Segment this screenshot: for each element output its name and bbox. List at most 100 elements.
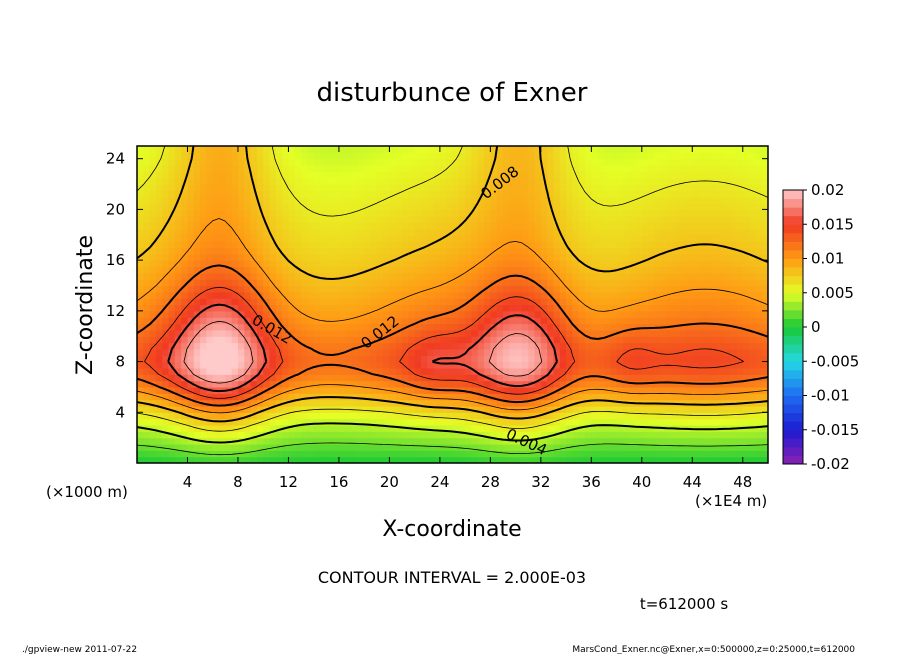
heatmap-cell xyxy=(698,367,706,375)
heatmap-cell xyxy=(458,165,466,172)
heatmap-cell xyxy=(547,190,555,198)
heatmap-cell xyxy=(717,456,725,463)
heatmap-cell xyxy=(181,171,189,179)
heatmap-cell xyxy=(225,152,233,160)
heatmap-cell xyxy=(294,184,302,191)
heatmap-cell xyxy=(452,177,460,185)
heatmap-cell xyxy=(231,146,239,153)
heatmap-cell xyxy=(566,450,573,458)
heatmap-cell xyxy=(660,336,668,344)
heatmap-cell xyxy=(143,317,151,325)
heatmap-cell xyxy=(698,260,706,268)
heatmap-cell xyxy=(502,336,510,344)
heatmap-cell xyxy=(446,317,454,325)
heatmap-cell xyxy=(648,437,656,445)
heatmap-cell xyxy=(629,443,637,451)
heatmap-cell xyxy=(364,399,372,407)
heatmap-cell xyxy=(357,171,365,179)
heatmap-cell xyxy=(534,285,542,293)
heatmap-cell xyxy=(326,424,334,432)
heatmap-cell xyxy=(534,424,542,432)
heatmap-cell xyxy=(610,348,618,356)
heatmap-cell xyxy=(275,431,283,439)
heatmap-cell xyxy=(566,158,573,166)
heatmap-cell xyxy=(269,399,277,407)
heatmap-cell xyxy=(351,171,359,179)
heatmap-cell xyxy=(660,215,668,223)
heatmap-cell xyxy=(641,152,649,160)
heatmap-cell xyxy=(452,310,460,318)
heatmap-cell xyxy=(616,310,624,318)
heatmap-cell xyxy=(174,374,182,382)
heatmap-cell xyxy=(685,285,693,293)
heatmap-cell xyxy=(572,234,580,242)
heatmap-cell xyxy=(711,247,719,255)
heatmap-cell xyxy=(704,329,712,337)
heatmap-cell xyxy=(509,348,517,356)
heatmap-cell xyxy=(332,336,340,344)
heatmap-cell xyxy=(137,146,144,153)
heatmap-cell xyxy=(143,260,151,268)
heatmap-cell xyxy=(566,203,573,210)
heatmap-cell xyxy=(641,418,649,426)
heatmap-cell xyxy=(370,158,378,166)
heatmap-cell xyxy=(540,336,548,344)
heatmap-cell xyxy=(648,329,656,337)
heatmap-cell xyxy=(559,285,567,293)
heatmap-cell xyxy=(181,228,189,236)
heatmap-cell xyxy=(528,190,536,198)
heatmap-cell xyxy=(313,177,321,185)
heatmap-cell xyxy=(149,450,157,458)
heatmap-cell xyxy=(420,266,428,274)
heatmap-cell xyxy=(301,247,308,255)
heatmap-cell xyxy=(332,298,340,306)
heatmap-cell xyxy=(490,285,498,293)
heatmap-cell xyxy=(351,323,359,331)
heatmap-cell xyxy=(345,317,353,325)
heatmap-cell xyxy=(654,272,662,280)
heatmap-cell xyxy=(212,348,220,356)
heatmap-cell xyxy=(193,215,201,223)
heatmap-cell xyxy=(275,317,283,325)
heatmap-cell xyxy=(326,355,334,363)
heatmap-cell xyxy=(231,298,239,306)
heatmap-cell xyxy=(307,247,315,255)
heatmap-cell xyxy=(698,317,706,325)
heatmap-cell xyxy=(370,260,378,268)
heatmap-cell xyxy=(622,323,630,331)
heatmap-cell xyxy=(749,304,756,312)
heatmap-cell xyxy=(553,310,561,318)
heatmap-cell xyxy=(269,247,277,255)
heatmap-cell xyxy=(496,171,504,179)
heatmap-cell xyxy=(616,329,624,337)
heatmap-cell xyxy=(641,329,649,337)
heatmap-cell xyxy=(231,348,239,356)
heatmap-cell xyxy=(370,304,378,312)
heatmap-cell xyxy=(509,266,517,274)
heatmap-cell xyxy=(667,272,674,280)
heatmap-cell xyxy=(282,361,290,369)
heatmap-cell xyxy=(383,266,390,274)
heatmap-cell xyxy=(452,304,460,312)
heatmap-cell xyxy=(433,203,441,210)
heatmap-cell xyxy=(219,203,226,210)
heatmap-cell xyxy=(275,152,283,160)
heatmap-cell xyxy=(402,203,409,210)
heatmap-cell xyxy=(282,247,290,255)
heatmap-cell xyxy=(711,437,719,445)
heatmap-cell xyxy=(534,203,542,210)
heatmap-cell xyxy=(629,374,637,382)
heatmap-cell xyxy=(515,171,523,179)
heatmap-cell xyxy=(231,260,239,268)
heatmap-cell xyxy=(585,310,592,318)
heatmap-cell xyxy=(250,412,258,420)
heatmap-cell xyxy=(357,260,365,268)
heatmap-cell xyxy=(137,152,144,160)
heatmap-cell xyxy=(364,310,372,318)
heatmap-cell xyxy=(547,412,555,420)
heatmap-cell xyxy=(143,222,151,230)
heatmap-cell xyxy=(496,285,504,293)
heatmap-cell xyxy=(294,146,302,153)
heatmap-cell xyxy=(496,310,504,318)
heatmap-cell xyxy=(288,152,296,160)
